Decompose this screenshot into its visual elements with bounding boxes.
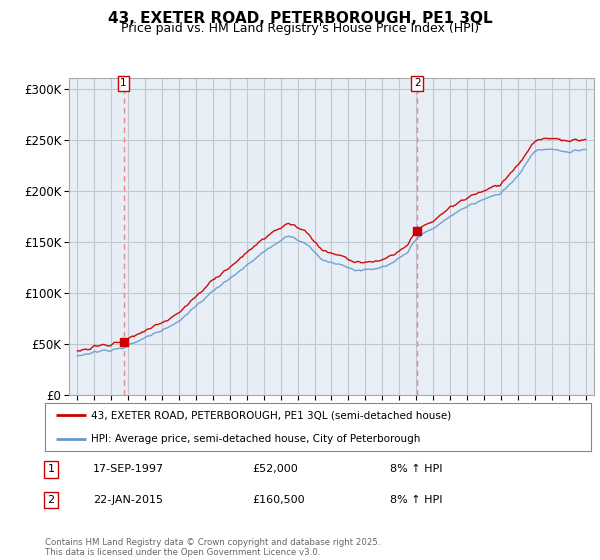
Text: £52,000: £52,000 (252, 464, 298, 474)
Text: 2: 2 (47, 495, 55, 505)
Text: HPI: Average price, semi-detached house, City of Peterborough: HPI: Average price, semi-detached house,… (91, 434, 421, 444)
Text: 1: 1 (120, 78, 127, 88)
Text: 43, EXETER ROAD, PETERBOROUGH, PE1 3QL (semi-detached house): 43, EXETER ROAD, PETERBOROUGH, PE1 3QL (… (91, 410, 452, 420)
Text: 22-JAN-2015: 22-JAN-2015 (93, 495, 163, 505)
Text: 2: 2 (414, 78, 421, 88)
Text: 1: 1 (47, 464, 55, 474)
Text: £160,500: £160,500 (252, 495, 305, 505)
Text: Contains HM Land Registry data © Crown copyright and database right 2025.
This d: Contains HM Land Registry data © Crown c… (45, 538, 380, 557)
Text: 43, EXETER ROAD, PETERBOROUGH, PE1 3QL: 43, EXETER ROAD, PETERBOROUGH, PE1 3QL (107, 11, 493, 26)
Text: 8% ↑ HPI: 8% ↑ HPI (390, 464, 443, 474)
Text: Price paid vs. HM Land Registry's House Price Index (HPI): Price paid vs. HM Land Registry's House … (121, 22, 479, 35)
Text: 8% ↑ HPI: 8% ↑ HPI (390, 495, 443, 505)
Text: 17-SEP-1997: 17-SEP-1997 (93, 464, 164, 474)
